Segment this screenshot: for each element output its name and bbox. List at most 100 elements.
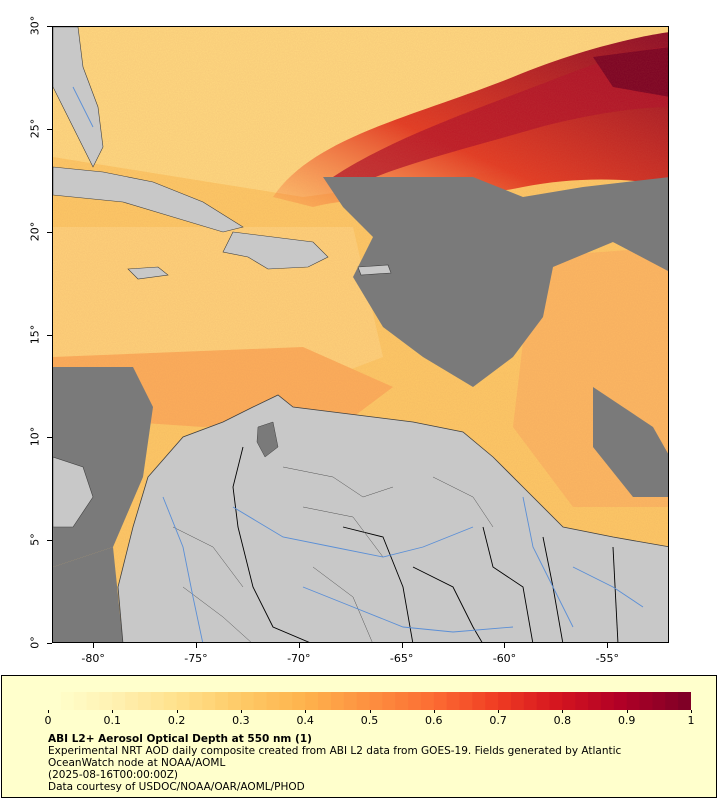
colorbar-label: 0.5	[360, 714, 379, 727]
legend-description-line: OceanWatch node at NOAA/AOML	[48, 757, 226, 769]
colorbar-label: 0.3	[232, 714, 250, 727]
colorbar-swatch	[639, 692, 654, 710]
lake-maracaibo	[256, 421, 279, 458]
colorbar-swatch	[125, 692, 139, 710]
colorbar-swatch	[343, 692, 358, 710]
map-title: ABI L2+ Aerosol Optical Depth at 550 nm …	[48, 733, 312, 745]
lat-tick-mark	[47, 26, 52, 27]
colorbar-swatch	[279, 692, 293, 710]
no-data-region	[593, 387, 668, 497]
colorbar-swatch	[86, 692, 101, 710]
legend-panel: 0 0.1 0.2 0.3 0.4 0.5 0.6 0.7 0.8 0.9 1 ABI L2+ Ae…	[1, 675, 717, 798]
colorbar-swatch	[588, 692, 602, 710]
lat-tick-label: 30°	[28, 15, 42, 36]
colorbar-swatch	[253, 692, 268, 710]
colorbar-swatch	[382, 692, 396, 710]
map-canvas	[53, 27, 668, 642]
legend-text: ABI L2+ Aerosol Optical Depth at 550 nm …	[48, 733, 708, 793]
colorbar-swatch	[215, 692, 229, 710]
colorbar-swatch	[150, 692, 165, 710]
land-central-america	[53, 456, 94, 528]
colorbar-swatch	[678, 692, 691, 710]
colorbar-swatch	[613, 692, 628, 710]
rivers	[72, 86, 644, 642]
state-borders	[172, 466, 494, 642]
lon-tick-label: -75°	[184, 652, 208, 665]
colorbar-label: 0.2	[167, 714, 186, 727]
lat-tick-mark	[47, 540, 52, 542]
land-jamaica	[127, 266, 169, 280]
colorbar-swatch	[536, 692, 551, 710]
lat-tick-label: 0°	[28, 636, 42, 649]
lat-tick-mark	[47, 437, 52, 439]
no-data-region	[613, 237, 668, 267]
colorbar-swatch	[575, 692, 589, 710]
land-cuba	[53, 166, 244, 233]
aod-map[interactable]	[52, 26, 669, 643]
colorbar-label: 0.7	[489, 714, 507, 727]
lat-tick-label: 10°	[28, 427, 42, 447]
colorbar-swatch	[202, 692, 216, 710]
lon-tick-mark	[504, 643, 506, 648]
colorbar-swatch	[420, 692, 435, 710]
lon-tick-mark	[607, 643, 609, 648]
lat-tick-mark	[47, 128, 52, 130]
colorbar-tick	[626, 710, 628, 713]
colorbar-swatch	[510, 692, 525, 710]
colorbar-swatch	[292, 692, 306, 710]
colorbar-swatch	[330, 692, 345, 710]
colorbar-label: 0.9	[617, 714, 636, 727]
colorbar-label: 0.8	[553, 714, 572, 727]
lon-tick-mark	[401, 643, 403, 648]
colorbar-swatch	[562, 692, 576, 710]
lat-tick-mark	[47, 231, 52, 233]
legend-credit: Data courtesy of USDOC/NOAA/OAR/AOML/PHO…	[48, 781, 305, 793]
colorbar-swatch	[176, 692, 191, 710]
country-borders	[232, 446, 619, 642]
no-data-region	[53, 547, 123, 642]
lon-tick-mark	[298, 643, 300, 648]
colorbar-swatch	[112, 692, 126, 710]
land-puerto-rico	[357, 264, 392, 276]
colorbar-swatch	[99, 692, 113, 710]
lon-tick-label: -70°	[287, 652, 311, 665]
colorbar-swatch	[433, 692, 448, 710]
lon-tick-label: -65°	[389, 652, 414, 665]
colorbar-tick	[691, 710, 692, 713]
land-hispaniola	[222, 231, 329, 270]
colorbar-swatch	[60, 692, 75, 710]
colorbar-tick	[498, 710, 500, 713]
colorbar-swatch	[549, 692, 563, 710]
lon-tick-label: -60°	[492, 652, 517, 665]
legend-description-line: Experimental NRT AOD daily composite cre…	[48, 745, 622, 757]
colorbar-label: 0	[44, 714, 52, 727]
colorbar-swatch	[395, 692, 409, 710]
lon-tick-label: -80°	[81, 652, 105, 665]
colorbar-label: 0.6	[425, 714, 443, 727]
colorbar-swatch	[485, 692, 499, 710]
lon-tick-label: -55°	[595, 652, 620, 665]
colorbar-swatch	[600, 692, 615, 710]
lat-tick-label: 15°	[28, 324, 42, 344]
no-data-region	[323, 177, 668, 387]
colorbar-tick	[112, 710, 114, 713]
lat-tick-mark	[47, 643, 52, 644]
colorbar-label: 0.1	[103, 714, 122, 727]
colorbar-swatch	[240, 692, 255, 710]
lon-tick-mark	[195, 643, 197, 648]
colorbar	[48, 692, 691, 710]
colorbar-tick	[305, 710, 307, 713]
colorbar-tick	[433, 710, 435, 713]
colorbar-swatch	[163, 692, 178, 710]
colorbar-swatch	[498, 692, 512, 710]
lat-tick-label: 25°	[28, 118, 42, 139]
colorbar-swatch	[305, 692, 319, 710]
colorbar-swatch	[318, 692, 332, 710]
colorbar-swatch	[138, 692, 152, 710]
colorbar-swatch	[459, 692, 473, 710]
colorbar-swatch	[523, 692, 538, 710]
colorbar-swatch	[408, 692, 422, 710]
colorbar-swatch	[48, 692, 62, 710]
land-south-america	[117, 394, 668, 642]
colorbar-swatch	[652, 692, 666, 710]
